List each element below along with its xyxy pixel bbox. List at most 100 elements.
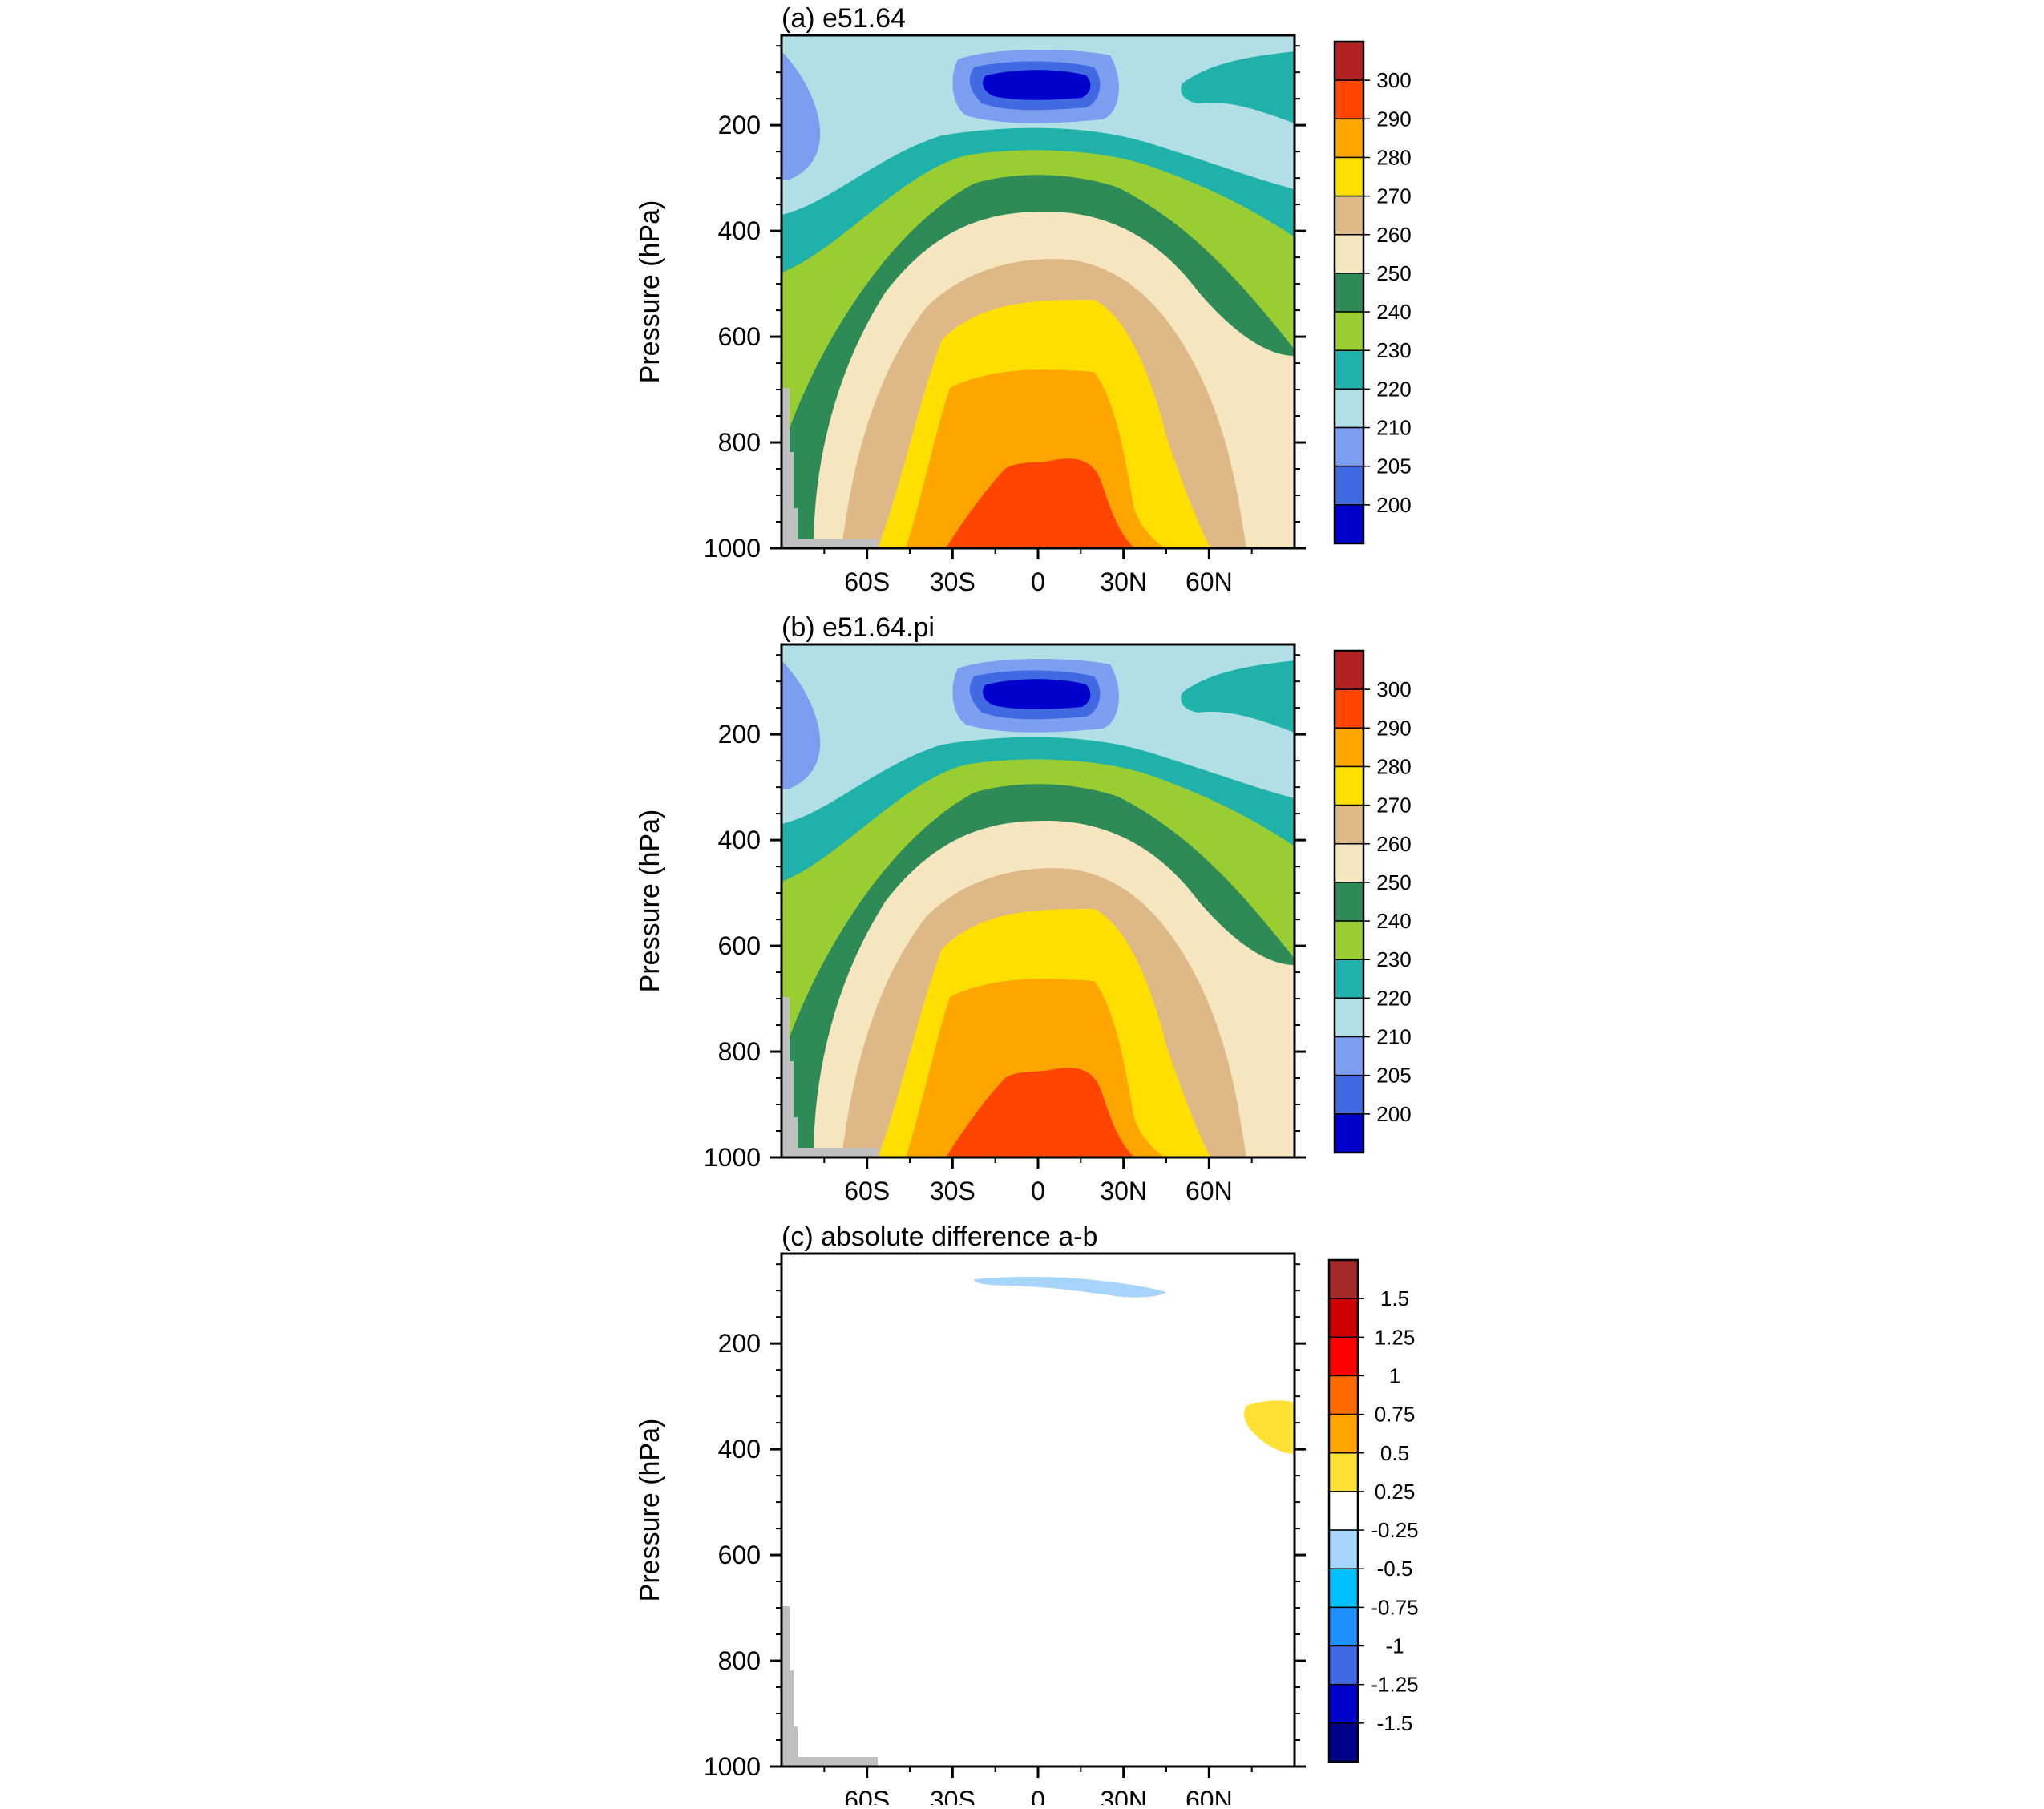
colorbar-label: 230 [1376,338,1411,362]
x-tick-label: 30S [930,1786,976,1805]
panel-b: (b) e51.64.pi [635,612,1412,1205]
colorbar-label: 270 [1376,793,1411,818]
colorbar-label: 210 [1376,416,1411,440]
colorbar-swatch [1334,1036,1364,1076]
colorbar-label: 210 [1376,1025,1411,1049]
colorbar-label: 240 [1376,909,1411,933]
y-tick-label: 200 [718,1329,761,1358]
panel-a-contours [782,35,1295,548]
colorbar-swatch [1334,882,1364,922]
colorbar-swatch [1334,959,1364,999]
y-tick-label: 800 [718,1646,761,1675]
colorbar-label: 0.25 [1375,1480,1416,1504]
colorbar-swatch [1334,118,1364,159]
x-tick-label: 0 [1031,567,1045,596]
colorbar-label: 300 [1376,68,1411,92]
colorbar-label: 240 [1376,300,1411,324]
colorbar-label: 260 [1376,832,1411,856]
colorbar-swatch [1334,1074,1364,1115]
x-tick-label: 30N [1100,567,1147,596]
colorbar-swatch [1334,41,1364,81]
x-tick-label: 60N [1186,567,1233,596]
y-tick-label: 1000 [704,1143,761,1172]
panel-c-contours [782,1254,1295,1767]
colorbar-swatch [1328,1452,1359,1492]
y-tick-label: 1000 [704,534,761,563]
colorbar-label: -1.5 [1377,1711,1413,1735]
y-tick-label: 200 [718,111,761,139]
colorbar-swatch [1328,1375,1359,1415]
colorbar-swatch [1328,1259,1359,1299]
colorbar-swatch [1334,1113,1364,1153]
colorbar-label: -0.5 [1377,1557,1413,1581]
colorbar-label: 200 [1376,493,1411,517]
x-tick-label: 60S [844,567,890,596]
colorbar-swatch [1334,804,1364,845]
colorbar-swatch [1334,234,1364,274]
colorbar-swatch [1334,765,1364,806]
colorbar-swatch [1328,1298,1359,1339]
colorbar-swatch [1334,195,1364,236]
x-tick-label: 60S [844,1177,890,1205]
y-tick-label: 800 [718,1037,761,1066]
panel-b-colorbar: 300 290 280 270 260 250 240 230 220 210 205 200 [1333,649,1412,1154]
colorbar-swatch [1328,1568,1359,1609]
panel-b-contours [782,644,1295,1157]
colorbar-label: 270 [1376,184,1411,208]
colorbar-label: 290 [1376,107,1411,131]
colorbar-swatch [1334,997,1364,1038]
colorbar-label: -0.25 [1371,1518,1418,1542]
panel-a-x-axis: 60S 30S 0 30N 60N [823,548,1253,596]
colorbar-swatch [1328,1645,1359,1686]
y-tick-label: 600 [718,1540,761,1569]
y-tick-label: 400 [718,216,761,245]
y-tick-label: 800 [718,428,761,457]
colorbar-label: 1.5 [1380,1286,1409,1310]
panel-a-title: (a) e51.64 [782,3,906,34]
colorbar-swatch [1334,650,1364,690]
panel-c-y-axis: 200 400 600 800 1000 [704,1263,1306,1781]
panel-c-x-axis: 60S 30S 0 30N 60N [823,1767,1253,1809]
colorbar-swatch [1328,1336,1359,1377]
x-tick-label: 60S [844,1786,890,1805]
panel-c-colorbar: 1.5 1.25 1 0.75 0.5 0.25 -0.25 -0.5 -0.75 -1 -1.25… [1327,1258,1419,1763]
x-tick-label: 30S [930,1177,976,1205]
colorbar-label: -0.75 [1371,1595,1418,1619]
colorbar-frame [1327,1258,1359,1763]
x-tick-label: 0 [1031,1786,1045,1805]
y-tick-label: 400 [718,1435,761,1464]
colorbar-swatch [1328,1606,1359,1647]
colorbar-label: 1.25 [1375,1325,1416,1349]
colorbar-label: 220 [1376,986,1411,1010]
panel-c-title: (c) absolute difference a-b [782,1221,1097,1252]
colorbar-swatch [1334,311,1364,351]
x-tick-label: 30N [1100,1786,1147,1805]
colorbar-label: 0.5 [1380,1441,1409,1465]
panel-c-ylabel: Pressure (hPa) [635,1419,665,1602]
colorbar-swatch [1334,465,1364,506]
colorbar-swatch [1334,388,1364,429]
colorbar-frame [1333,649,1365,1154]
colorbar-frame [1333,40,1365,545]
x-tick-label: 30N [1100,1177,1147,1205]
colorbar-swatch [1328,1722,1359,1763]
y-tick-label: 200 [718,720,761,749]
colorbar-label: 250 [1376,261,1411,285]
panel-b-x-axis: 60S 30S 0 30N 60N [823,1157,1253,1205]
colorbar-swatch [1334,349,1364,390]
colorbar-label: 290 [1376,716,1411,740]
x-tick-label: 30S [930,567,976,596]
colorbar-swatch [1328,1491,1359,1531]
colorbar-swatch [1334,504,1364,544]
panel-a-colorbar: 300 290 280 270 260 250 240 230 220 210 205 200 [1333,40,1412,545]
panel-b-ylabel: Pressure (hPa) [635,810,665,993]
colorbar-label: 300 [1376,677,1411,701]
colorbar-label: 250 [1376,870,1411,894]
x-tick-label: 60N [1186,1177,1233,1205]
colorbar-label: 1 [1389,1363,1400,1387]
y-tick-label: 600 [718,931,761,960]
colorbar-swatch [1328,1683,1359,1724]
colorbar-label: 280 [1376,145,1411,169]
colorbar-label: 205 [1376,454,1411,478]
